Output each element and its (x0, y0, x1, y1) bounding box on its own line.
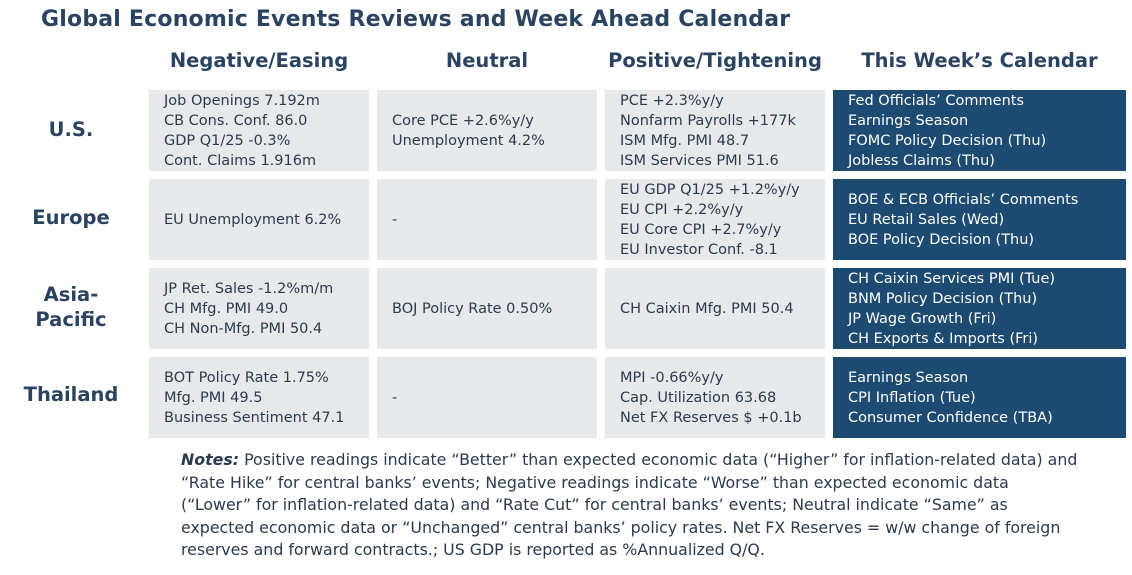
row-label-us: U.S. (48, 118, 94, 141)
list-item: CB Cons. Conf. 86.0 (164, 112, 308, 129)
list-item: ISM Services PMI 51.6 (620, 152, 779, 169)
notes-label: Notes: (181, 450, 240, 469)
europe-calendar-cell: BOE & ECB Officials’ Comments EU Retail … (833, 179, 1126, 260)
list-item: Earnings Season (848, 112, 969, 129)
list-item: EU Unemployment 6.2% (164, 211, 342, 228)
list-item: BNM Policy Decision (Thu) (848, 290, 1038, 307)
list-item: CH Mfg. PMI 49.0 (164, 300, 289, 317)
list-item: Core PCE +2.6%y/y (392, 112, 534, 129)
thailand-positive-cell: MPI -0.66%y/y Cap. Utilization 63.68 Net… (605, 357, 825, 438)
row-label-asia-pacific: Asia- Pacific (35, 283, 107, 331)
list-item: PCE +2.3%y/y (620, 92, 724, 109)
list-item: Unemployment 4.2% (392, 132, 545, 149)
us-neutral-cell: Core PCE +2.6%y/y Unemployment 4.2% (377, 90, 597, 171)
list-item: - (392, 389, 398, 406)
page-title: Global Economic Events Reviews and Week … (41, 7, 791, 32)
list-item: BOT Policy Rate 1.75% (164, 369, 329, 386)
list-item: Mfg. PMI 49.5 (164, 389, 263, 406)
asia-positive-cell: CH Caixin Mfg. PMI 50.4 (605, 268, 825, 349)
list-item: CH Caixin Mfg. PMI 50.4 (620, 300, 794, 317)
list-item: Fed Officials’ Comments (848, 92, 1024, 109)
europe-neutral-cell: - (377, 179, 597, 260)
list-item: Cap. Utilization 63.68 (620, 389, 777, 406)
thailand-negative-cell: BOT Policy Rate 1.75% Mfg. PMI 49.5 Busi… (149, 357, 369, 438)
list-item: CH Exports & Imports (Fri) (848, 330, 1039, 347)
row-label-thailand: Thailand (23, 383, 119, 406)
asia-neutral-cell: BOJ Policy Rate 0.50% (377, 268, 597, 349)
list-item: MPI -0.66%y/y (620, 369, 724, 386)
asia-calendar-cell: CH Caixin Services PMI (Tue) BNM Policy … (833, 268, 1126, 349)
list-item: ISM Mfg. PMI 48.7 (620, 132, 750, 149)
list-item: JP Wage Growth (Fri) (848, 310, 997, 327)
list-item: CPI Inflation (Tue) (848, 389, 976, 406)
us-positive-cell: PCE +2.3%y/y Nonfarm Payrolls +177k ISM … (605, 90, 825, 171)
list-item: EU CPI +2.2%y/y (620, 201, 744, 218)
us-calendar-cell: Fed Officials’ Comments Earnings Season … (833, 90, 1126, 171)
list-item: EU GDP Q1/25 +1.2%y/y (620, 181, 800, 198)
notes: Notes: Positive readings indicate “Bette… (181, 449, 1081, 562)
asia-negative-cell: JP Ret. Sales -1.2%m/m CH Mfg. PMI 49.0 … (149, 268, 369, 349)
thailand-neutral-cell: - (377, 357, 597, 438)
thailand-calendar-cell: Earnings Season CPI Inflation (Tue) Cons… (833, 357, 1126, 438)
list-item: BOE Policy Decision (Thu) (848, 231, 1035, 248)
row-label-europe: Europe (32, 206, 110, 229)
list-item: FOMC Policy Decision (Thu) (848, 132, 1047, 149)
list-item: EU Investor Conf. -8.1 (620, 241, 778, 258)
list-item: GDP Q1/25 -0.3% (164, 132, 291, 149)
column-header-positive: Positive/Tightening (608, 49, 822, 72)
column-header-calendar: This Week’s Calendar (861, 49, 1098, 72)
us-negative-cell: Job Openings 7.192m CB Cons. Conf. 86.0 … (149, 90, 369, 171)
europe-positive-cell: EU GDP Q1/25 +1.2%y/y EU CPI +2.2%y/y EU… (605, 179, 825, 260)
list-item: CH Caixin Services PMI (Tue) (848, 270, 1056, 287)
list-item: Jobless Claims (Thu) (848, 152, 995, 169)
list-item: Nonfarm Payrolls +177k (620, 112, 796, 129)
column-header-negative: Negative/Easing (169, 49, 349, 72)
list-item: Job Openings 7.192m (164, 92, 320, 109)
column-header-neutral: Neutral (445, 49, 529, 72)
list-item: EU Retail Sales (Wed) (848, 211, 1005, 228)
list-item: BOJ Policy Rate 0.50% (392, 300, 553, 317)
list-item: Business Sentiment 47.1 (164, 409, 345, 426)
list-item: BOE & ECB Officials’ Comments (848, 191, 1079, 208)
list-item: Cont. Claims 1.916m (164, 152, 317, 169)
list-item: Earnings Season (848, 369, 969, 386)
list-item: - (392, 211, 398, 228)
europe-negative-cell: EU Unemployment 6.2% (149, 179, 369, 260)
notes-text: Positive readings indicate “Better” than… (181, 450, 1078, 560)
list-item: Net FX Reserves $ +0.1b (620, 409, 802, 426)
list-item: Consumer Confidence (TBA) (848, 409, 1053, 426)
list-item: JP Ret. Sales -1.2%m/m (164, 280, 334, 297)
list-item: EU Core CPI +2.7%y/y (620, 221, 782, 238)
list-item: CH Non-Mfg. PMI 50.4 (164, 320, 323, 337)
